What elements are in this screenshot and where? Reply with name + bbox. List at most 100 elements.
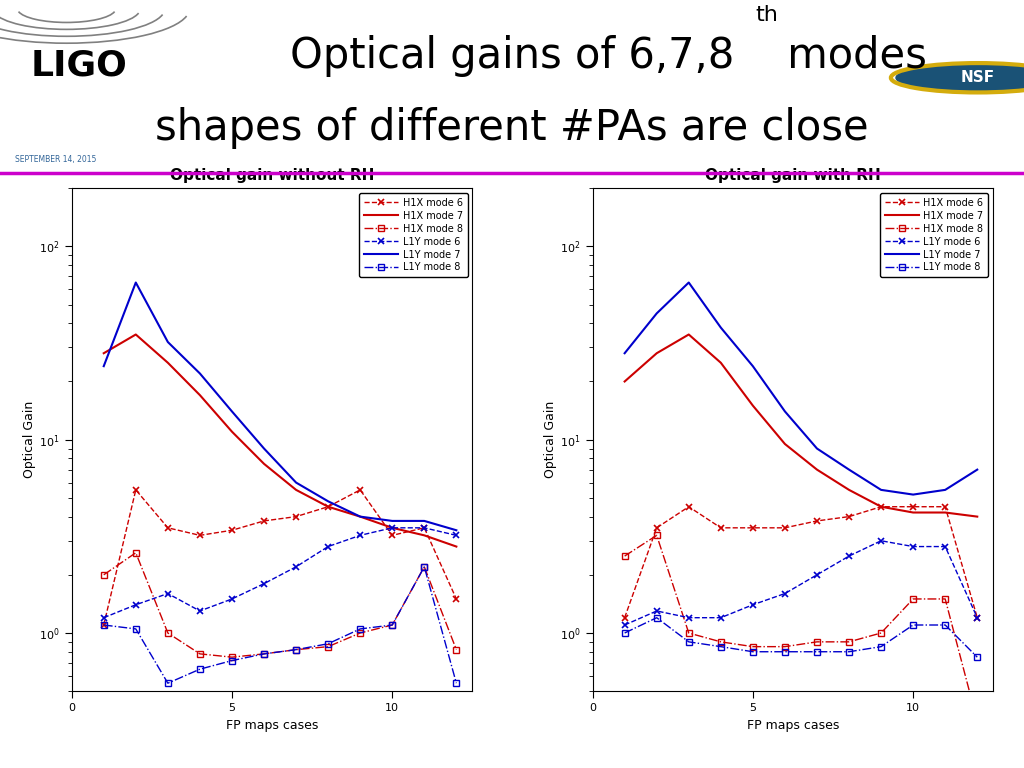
L1Y mode 7: [386, 516, 398, 525]
H1X mode 7: [130, 330, 142, 339]
L1Y mode 6: [907, 542, 920, 551]
H1X mode 7: [386, 523, 398, 532]
X-axis label: FP maps cases: FP maps cases: [746, 719, 839, 732]
Line: L1Y mode 8: L1Y mode 8: [622, 615, 980, 660]
H1X mode 8: [97, 570, 110, 579]
H1X mode 8: [322, 642, 334, 651]
L1Y mode 6: [418, 523, 430, 532]
L1Y mode 8: [226, 656, 239, 665]
L1Y mode 8: [130, 624, 142, 634]
L1Y mode 7: [162, 337, 174, 346]
H1X mode 7: [683, 330, 695, 339]
H1X mode 6: [715, 523, 727, 532]
Title: Optical gain with RH: Optical gain with RH: [706, 168, 881, 183]
Line: H1X mode 7: H1X mode 7: [103, 335, 457, 547]
H1X mode 6: [451, 594, 463, 604]
H1X mode 7: [258, 459, 270, 468]
L1Y mode 6: [843, 551, 855, 561]
L1Y mode 7: [354, 512, 367, 521]
H1X mode 6: [907, 502, 920, 511]
H1X mode 7: [194, 390, 206, 399]
H1X mode 6: [290, 512, 302, 521]
L1Y mode 8: [386, 621, 398, 630]
H1X mode 7: [354, 512, 367, 521]
L1Y mode 7: [683, 278, 695, 287]
L1Y mode 7: [226, 407, 239, 416]
L1Y mode 8: [322, 639, 334, 648]
H1X mode 7: [162, 358, 174, 367]
Text: NSF: NSF: [961, 70, 995, 85]
H1X mode 7: [418, 531, 430, 540]
H1X mode 8: [746, 642, 759, 651]
Text: modes: modes: [774, 35, 927, 77]
H1X mode 8: [226, 653, 239, 662]
L1Y mode 7: [874, 485, 887, 495]
H1X mode 6: [258, 516, 270, 525]
Line: H1X mode 6: H1X mode 6: [100, 486, 460, 628]
H1X mode 7: [939, 508, 951, 517]
H1X mode 7: [451, 542, 463, 551]
L1Y mode 8: [290, 645, 302, 654]
L1Y mode 8: [811, 647, 823, 657]
H1X mode 8: [779, 642, 792, 651]
H1X mode 7: [811, 465, 823, 474]
H1X mode 8: [683, 628, 695, 637]
L1Y mode 6: [971, 613, 983, 622]
L1Y mode 8: [451, 679, 463, 688]
H1X mode 7: [290, 485, 302, 495]
Text: Optical gains of 6,7,8: Optical gains of 6,7,8: [290, 35, 734, 77]
H1X mode 6: [618, 613, 631, 622]
L1Y mode 7: [290, 478, 302, 487]
Text: shapes of different #PAs are close: shapes of different #PAs are close: [156, 107, 868, 149]
L1Y mode 7: [130, 278, 142, 287]
L1Y mode 6: [451, 531, 463, 540]
Line: L1Y mode 7: L1Y mode 7: [103, 283, 457, 530]
L1Y mode 7: [715, 323, 727, 333]
H1X mode 6: [779, 523, 792, 532]
L1Y mode 7: [907, 490, 920, 499]
H1X mode 6: [130, 485, 142, 495]
L1Y mode 8: [907, 621, 920, 630]
L1Y mode 8: [258, 649, 270, 658]
H1X mode 8: [386, 621, 398, 630]
L1Y mode 6: [258, 579, 270, 588]
H1X mode 6: [843, 512, 855, 521]
H1X mode 8: [715, 637, 727, 647]
L1Y mode 6: [811, 570, 823, 579]
H1X mode 8: [290, 645, 302, 654]
L1Y mode 8: [194, 664, 206, 674]
H1X mode 8: [811, 637, 823, 647]
H1X mode 8: [451, 645, 463, 654]
L1Y mode 8: [162, 679, 174, 688]
H1X mode 8: [162, 628, 174, 637]
L1Y mode 6: [354, 531, 367, 540]
H1X mode 7: [322, 502, 334, 511]
Y-axis label: Optical Gain: Optical Gain: [24, 401, 37, 478]
H1X mode 8: [907, 594, 920, 604]
Line: H1X mode 8: H1X mode 8: [622, 532, 980, 724]
Line: H1X mode 7: H1X mode 7: [625, 335, 977, 517]
L1Y mode 6: [779, 589, 792, 598]
L1Y mode 6: [290, 562, 302, 571]
Circle shape: [896, 64, 1024, 91]
Title: Optical gain without RH: Optical gain without RH: [170, 168, 374, 183]
Line: H1X mode 8: H1X mode 8: [101, 550, 459, 660]
L1Y mode 6: [322, 542, 334, 551]
L1Y mode 6: [746, 600, 759, 609]
L1Y mode 7: [194, 369, 206, 378]
H1X mode 8: [194, 649, 206, 658]
H1X mode 8: [874, 628, 887, 637]
H1X mode 6: [386, 531, 398, 540]
Legend: H1X mode 6, H1X mode 7, H1X mode 8, L1Y mode 6, L1Y mode 7, L1Y mode 8: H1X mode 6, H1X mode 7, H1X mode 8, L1Y …: [358, 193, 468, 277]
H1X mode 8: [971, 717, 983, 726]
H1X mode 7: [907, 508, 920, 517]
H1X mode 6: [971, 613, 983, 622]
L1Y mode 6: [386, 523, 398, 532]
L1Y mode 8: [683, 637, 695, 647]
L1Y mode 7: [746, 362, 759, 371]
L1Y mode 6: [650, 607, 663, 616]
L1Y mode 7: [779, 407, 792, 416]
Line: L1Y mode 8: L1Y mode 8: [101, 564, 459, 686]
Line: L1Y mode 7: L1Y mode 7: [625, 283, 977, 495]
H1X mode 8: [939, 594, 951, 604]
